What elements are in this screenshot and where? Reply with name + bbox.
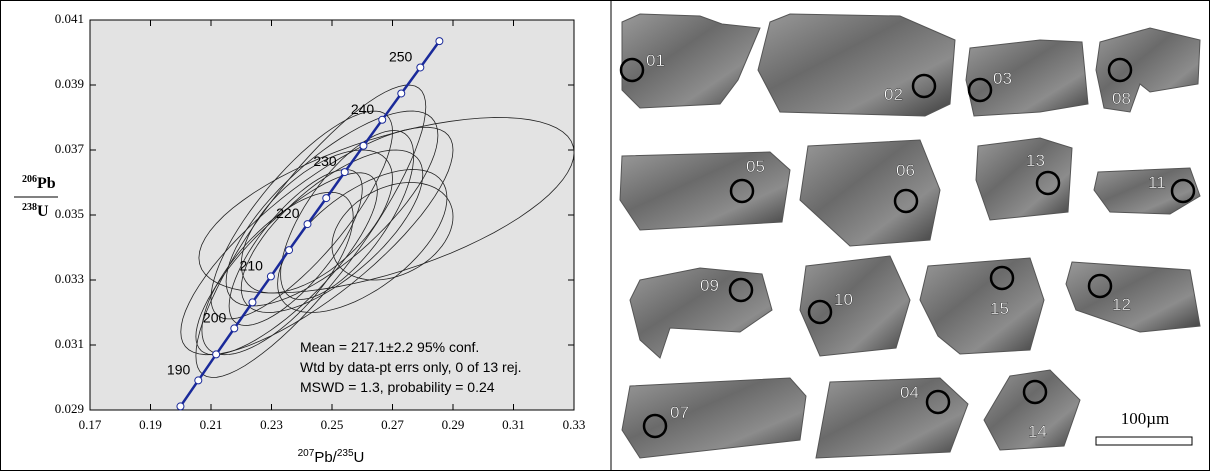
y-tick-label: 0.029 [55, 401, 84, 416]
grain-label: 13 [1026, 151, 1045, 170]
grain: 10 [800, 256, 910, 356]
grain-label: 04 [900, 383, 919, 402]
age-label: 210 [240, 257, 264, 273]
age-label: 220 [276, 205, 300, 221]
figure: 0.17 0.19 0.21 0.23 0.25 0.27 0.29 0.31 0.33 0.02… [0, 0, 1210, 471]
grain-label: 15 [990, 299, 1009, 318]
x-tick-label: 0.27 [381, 417, 404, 432]
x-label-part: 235 [337, 448, 354, 459]
age-marker [286, 247, 293, 254]
age-label: 200 [203, 309, 227, 325]
age-marker [213, 351, 220, 358]
age-marker [267, 273, 274, 280]
y-tick-label: 0.033 [55, 271, 84, 286]
grain: 12 [1066, 262, 1200, 332]
grain: 01 [621, 14, 760, 108]
grain-label: 14 [1028, 422, 1047, 441]
grain: 07 [622, 378, 806, 458]
y-label-part: 238 [22, 202, 37, 213]
grain-label: 08 [1112, 89, 1131, 108]
cl-image: 01 02 03 08 05 06 13 11 09 10 15 12 07 0… [620, 14, 1200, 458]
y-label-part: U [37, 203, 49, 220]
grain-label: 09 [700, 276, 719, 295]
age-label: 190 [167, 361, 191, 377]
grain: 11 [1094, 168, 1200, 214]
x-tick-label: 0.31 [502, 417, 525, 432]
grain-label: 02 [884, 85, 903, 104]
grain-label: 07 [670, 403, 689, 422]
y-tick-label: 0.039 [55, 76, 84, 91]
annotation: MSWD = 1.3, probability = 0.24 [300, 379, 495, 395]
x-tick-label: 0.21 [200, 417, 223, 432]
grain: 03 [966, 40, 1088, 116]
age-marker [323, 195, 330, 202]
x-tick-label: 0.17 [79, 417, 102, 432]
x-tick-label: 0.23 [260, 417, 283, 432]
y-tick-label: 0.035 [55, 206, 84, 221]
x-label-part: Pb/ [314, 449, 337, 466]
grain-label: 03 [993, 69, 1012, 88]
y-axis-label: 238U [22, 202, 49, 220]
annotation: Mean = 217.1±2.2 95% conf. [300, 339, 479, 355]
y-tick-label: 0.041 [55, 11, 84, 26]
grain: 14 [984, 370, 1080, 450]
age-label: 250 [389, 48, 413, 64]
grain-label: 01 [646, 51, 665, 70]
age-marker [195, 377, 202, 384]
age-label: 240 [351, 101, 375, 117]
x-tick-label: 0.33 [563, 417, 586, 432]
grain-label: 05 [746, 157, 765, 176]
y-tick-label: 0.037 [55, 141, 85, 156]
x-tick-label: 0.19 [139, 417, 162, 432]
age-marker [341, 169, 348, 176]
grain: 13 [976, 138, 1072, 220]
grain: 06 [800, 140, 940, 246]
age-marker [360, 142, 367, 149]
x-tick-label: 0.25 [321, 417, 344, 432]
grain: 04 [816, 378, 968, 458]
age-marker [249, 299, 256, 306]
grain: 02 [758, 14, 955, 116]
age-marker [436, 38, 443, 45]
scale-bar [1096, 437, 1192, 445]
x-label-part: U [354, 449, 365, 466]
grain-label: 12 [1112, 295, 1131, 314]
scale-bar-label: 100µm [1121, 409, 1170, 428]
grain: 08 [1096, 28, 1200, 112]
age-marker [417, 64, 424, 71]
x-label-part: 207 [298, 448, 315, 459]
annotation: Wtd by data-pt errs only, 0 of 13 rej. [300, 359, 522, 375]
y-label-part: Pb [37, 175, 56, 192]
age-label: 230 [313, 153, 337, 169]
age-marker [177, 403, 184, 410]
age-marker [231, 325, 238, 332]
y-axis-label: 206Pb [22, 174, 56, 192]
age-marker [304, 221, 311, 228]
x-axis-label: 207Pb/235U [298, 448, 365, 466]
age-marker [379, 116, 386, 123]
y-tick-label: 0.031 [55, 336, 84, 351]
x-tick-label: 0.29 [442, 417, 465, 432]
grain: 15 [920, 258, 1044, 354]
y-label-part: 206 [22, 174, 37, 185]
grain: 09 [630, 268, 772, 358]
grain: 05 [620, 152, 790, 230]
grain-label: 11 [1148, 173, 1166, 192]
grain-label: 06 [896, 161, 915, 180]
grain-label: 10 [834, 290, 853, 309]
age-marker [398, 90, 405, 97]
